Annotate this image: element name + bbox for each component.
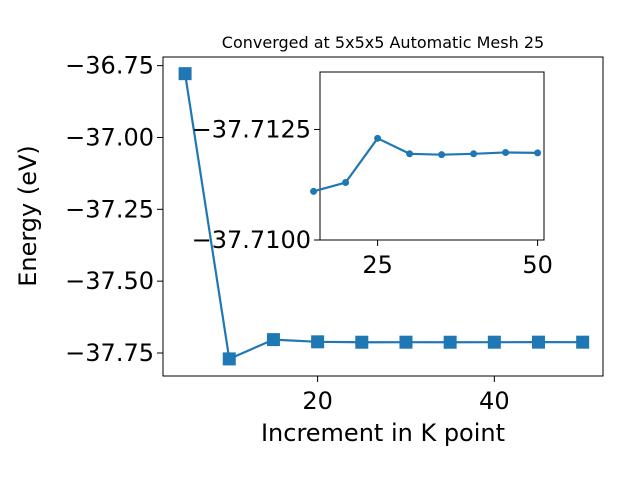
y-tick-label: −37.25 (65, 195, 154, 223)
y-tick-label: −37.75 (65, 339, 154, 367)
data-point (534, 149, 542, 157)
inset-x-ticks: 25 50 (362, 240, 553, 279)
data-point (443, 335, 457, 349)
series-line (184, 73, 583, 360)
inset-plot: −37.7125 −37.7100 25 50 (192, 71, 553, 279)
data-point (532, 335, 546, 349)
series-line (313, 137, 538, 193)
data-point (487, 335, 501, 349)
data-point (266, 333, 280, 347)
x-tick-label: 25 (362, 251, 393, 279)
main-y-ticks: −36.75 −37.00 −37.25 −37.50 −37.75 (65, 52, 163, 367)
inset-plot-frame (319, 71, 545, 241)
data-point (310, 187, 318, 195)
main-series (178, 67, 590, 366)
y-tick-label: −37.00 (65, 123, 154, 151)
x-tick-label: 50 (522, 251, 553, 279)
y-tick-label: −37.7100 (192, 226, 311, 254)
x-axis-label: Increment in K point (261, 419, 505, 447)
main-plot: −36.75−37.00−37.25−37.50−37.75 20 40 (65, 52, 604, 415)
y-tick-label: −37.50 (65, 267, 154, 295)
data-point (502, 148, 510, 156)
data-point (311, 335, 325, 349)
chart-title: Converged at 5x5x5 Automatic Mesh 25 (222, 33, 544, 52)
data-point (399, 335, 413, 349)
data-point (438, 151, 446, 159)
data-point (342, 179, 350, 187)
data-point (178, 67, 192, 81)
data-point (355, 335, 369, 349)
data-point (406, 150, 414, 158)
inset-y-ticks: −37.7125 −37.7100 (192, 115, 320, 254)
data-point (576, 335, 590, 349)
y-tick-label: −37.7125 (192, 115, 311, 143)
main-x-ticks: 20 40 (302, 376, 510, 415)
y-tick-label: −36.75 (65, 52, 154, 80)
inset-series (310, 134, 542, 195)
x-tick-label: 20 (302, 387, 333, 415)
data-point (470, 150, 478, 158)
x-tick-label: 40 (479, 387, 510, 415)
data-point (374, 134, 382, 142)
main-plot-frame (162, 56, 604, 377)
y-axis-label: Energy (eV) (14, 145, 42, 287)
data-point (222, 352, 236, 366)
